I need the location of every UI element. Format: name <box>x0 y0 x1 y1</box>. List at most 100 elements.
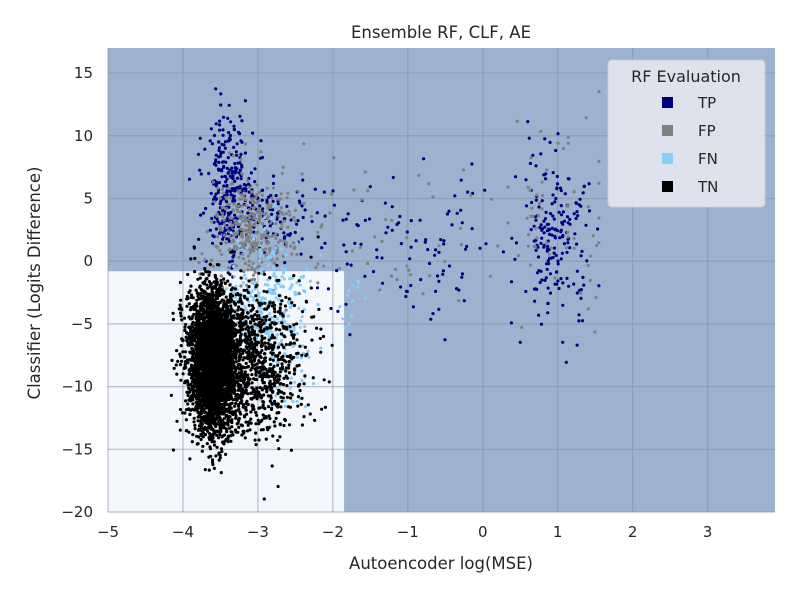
point-fp <box>431 195 435 199</box>
point-tn <box>265 290 269 294</box>
point-tn <box>244 408 248 412</box>
point-tn <box>194 301 198 306</box>
point-fp <box>547 252 551 256</box>
point-tp <box>429 317 433 321</box>
point-tp <box>582 184 587 188</box>
point-tp <box>540 236 544 240</box>
point-tn <box>195 291 199 295</box>
point-tp <box>554 270 559 274</box>
point-tn <box>184 399 188 403</box>
point-tp <box>478 246 482 250</box>
point-tp <box>235 167 239 171</box>
point-tp <box>542 245 546 249</box>
point-tp <box>219 168 224 172</box>
point-tp <box>544 276 548 280</box>
point-tn <box>206 270 211 274</box>
point-tp <box>561 281 565 285</box>
point-tn <box>212 443 217 447</box>
point-tn <box>190 440 194 444</box>
point-fp <box>316 281 320 285</box>
point-tn <box>218 453 222 457</box>
point-tn <box>192 416 196 420</box>
point-fp <box>316 262 320 266</box>
point-fn <box>288 386 292 390</box>
point-fp <box>290 252 294 256</box>
point-tn <box>209 282 213 286</box>
point-tp <box>539 241 543 245</box>
point-fp <box>238 210 243 214</box>
point-fp <box>243 261 247 266</box>
point-tn <box>233 428 238 432</box>
point-tn <box>190 380 194 384</box>
point-tp <box>227 139 231 143</box>
point-fp <box>520 325 524 330</box>
point-tn <box>236 430 240 434</box>
point-tn <box>222 300 226 304</box>
point-fp <box>539 129 543 133</box>
point-fp <box>597 181 601 185</box>
point-fp <box>240 197 244 201</box>
point-tp <box>207 171 211 176</box>
point-tn <box>219 241 223 246</box>
point-fn <box>298 283 302 287</box>
point-tp <box>566 237 570 241</box>
point-tp <box>240 119 244 123</box>
point-fp <box>496 244 500 248</box>
point-tp <box>445 212 450 216</box>
point-fp <box>594 295 598 300</box>
point-fp <box>235 222 239 226</box>
point-tp <box>335 269 339 273</box>
point-tn <box>211 462 215 467</box>
point-tn <box>202 371 206 375</box>
point-tp <box>580 319 585 323</box>
point-fp <box>586 307 591 311</box>
point-tp <box>565 215 570 219</box>
point-fp <box>252 205 256 209</box>
point-tn <box>214 343 219 347</box>
point-tn <box>266 405 271 409</box>
point-fp <box>597 89 601 94</box>
point-fn <box>281 285 285 289</box>
point-tn <box>204 352 208 357</box>
point-fn <box>263 226 267 230</box>
point-tp <box>235 153 239 157</box>
point-fp <box>241 228 245 232</box>
point-fp <box>427 182 431 186</box>
point-tp <box>230 166 234 170</box>
point-tp <box>283 261 287 265</box>
point-tn <box>228 283 232 287</box>
point-tn <box>191 325 195 329</box>
point-tp <box>212 235 216 239</box>
point-tn <box>188 457 192 461</box>
point-tn <box>191 351 195 355</box>
point-tn <box>231 433 235 437</box>
point-fp <box>218 196 222 200</box>
point-tp <box>556 279 560 283</box>
point-tp <box>258 204 262 208</box>
point-tn <box>256 418 260 422</box>
point-tp <box>553 228 557 232</box>
point-fn <box>258 255 262 259</box>
point-tp <box>538 225 542 230</box>
point-tn <box>218 371 222 375</box>
point-fn <box>288 287 292 291</box>
point-tp <box>345 262 349 266</box>
point-tp <box>539 322 544 326</box>
point-tp <box>233 186 237 191</box>
point-tp <box>247 190 251 194</box>
point-fp <box>235 245 239 249</box>
point-fp <box>293 219 297 223</box>
point-tp <box>550 233 554 237</box>
point-tn <box>202 301 207 305</box>
point-tn <box>195 304 199 308</box>
point-tp <box>558 236 562 240</box>
point-tn <box>202 304 207 308</box>
point-tp <box>526 120 530 124</box>
point-fp <box>561 146 566 151</box>
point-tp <box>265 198 269 202</box>
point-tp <box>271 199 275 203</box>
point-fp <box>244 197 248 202</box>
point-fp <box>443 259 447 264</box>
point-tp <box>409 219 413 223</box>
point-fp <box>216 235 220 239</box>
